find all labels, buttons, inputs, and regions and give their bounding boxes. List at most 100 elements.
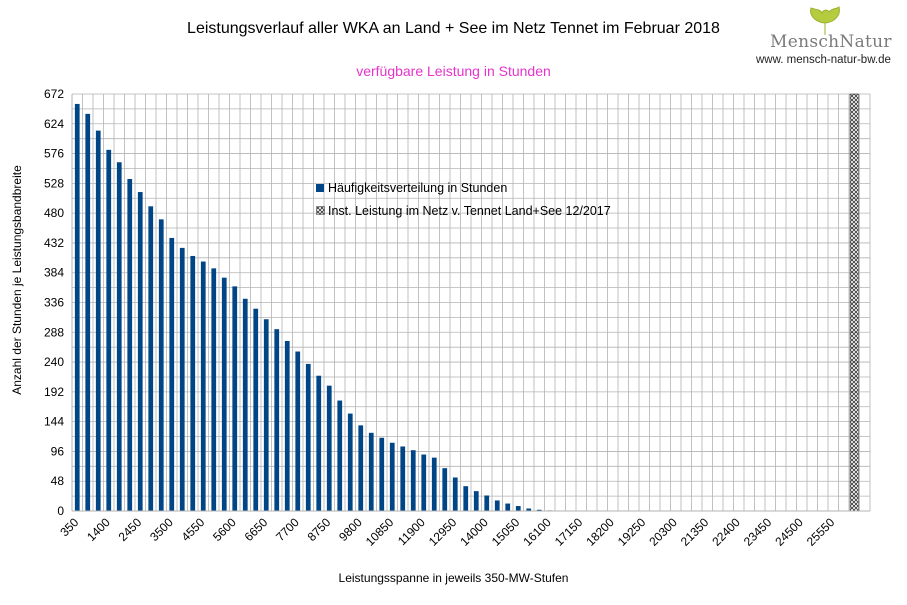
y-tick-label: 432 [44,236,64,250]
bar-frequency [442,468,448,511]
bar-frequency [274,329,280,511]
y-tick-label: 624 [44,117,64,131]
bar-frequency [242,298,248,511]
legend-item-frequency: Häufigkeitsverteilung in Stunden [316,176,611,199]
bar-frequency [127,179,133,511]
x-tick-label: 4550 [179,515,208,544]
bar-frequency [347,413,353,511]
x-tick-label: 14000 [457,515,491,549]
x-axis-label: Leistungsspanne in jeweils 350-MW-Stufen [338,571,569,585]
bar-frequency [421,454,427,511]
x-tick-label: 7700 [273,515,302,544]
x-tick-label: 16100 [520,515,554,549]
y-tick-label: 240 [44,355,64,369]
legend-item-installed: Inst. Leistung im Netz v. Tennet Land+Se… [316,199,611,222]
y-tick-label: 336 [44,296,64,310]
y-tick-label: 576 [44,147,64,161]
bar-frequency [95,130,101,511]
legend-swatch-installed [316,206,325,215]
bar-frequency [211,268,217,511]
x-tick-label: 350 [57,515,81,539]
bar-frequency [253,308,259,511]
bar-frequency [232,286,238,511]
x-tick-label: 21350 [678,515,712,549]
x-tick-label: 19250 [615,515,649,549]
bar-frequency [526,508,532,511]
bar-frequency [484,495,490,511]
x-tick-label: 20300 [646,515,680,549]
ginkgo-leaf-icon [810,6,840,35]
bar-frequency [358,425,364,511]
y-tick-label: 384 [44,266,64,280]
x-tick-label: 11900 [395,515,428,548]
x-tick-label: 25550 [804,515,838,549]
bar-frequency [515,506,521,511]
bar-frequency [316,375,322,511]
bar-frequency [389,442,395,511]
chart-subtitle: verfügbare Leistung in Stunden [356,63,551,79]
bar-frequency [158,219,164,512]
bars [74,93,859,512]
legend-label-frequency: Häufigkeitsverteilung in Stunden [328,180,508,195]
bar-frequency [536,509,542,511]
bar-frequency [263,319,269,511]
y-tick-label: 528 [44,176,64,190]
bar-frequency [431,457,437,511]
bar-frequency [305,363,311,511]
y-tick-label: 96 [51,444,65,458]
x-tick-label: 17150 [552,515,586,549]
x-tick-label: 5600 [210,515,239,544]
bar-frequency [85,113,91,511]
bar-frequency [190,255,196,511]
x-tick-label: 24500 [772,515,806,549]
legend: Häufigkeitsverteilung in Stunden Inst. L… [316,176,611,222]
bar-frequency [116,162,122,512]
y-tick-label: 48 [51,474,65,488]
chart-title: Leistungsverlauf aller WKA an Land + See… [187,20,720,37]
bar-frequency [494,500,500,511]
bar-frequency [379,437,385,511]
y-tick-label: 0 [57,504,64,518]
logo-url: www. mensch-natur-bw.de [756,54,891,66]
logo-name: MenschNatur [770,32,892,52]
x-tick-label: 12950 [426,515,460,549]
bar-frequency [463,486,469,511]
y-tick-label: 672 [44,87,64,101]
bar-installed-capacity [849,93,859,512]
x-tick-label: 18200 [583,515,617,549]
x-tick-label: 22400 [709,515,743,549]
x-tick-label: 8750 [305,515,334,544]
bar-frequency [505,503,511,511]
bar-frequency [326,385,332,511]
x-tick-label: 10850 [363,515,397,549]
x-tick-label: 9800 [336,515,365,544]
bar-frequency [148,206,154,512]
x-tick-label: 15050 [489,515,523,549]
x-tick-label: 23450 [741,515,775,549]
x-tick-label: 1400 [84,515,113,544]
bar-frequency [200,261,206,511]
bar-frequency [179,247,185,511]
bar-frequency [452,477,458,511]
y-tick-label: 288 [44,325,64,339]
logo: MenschNatur www. mensch-natur-bw.de [752,6,902,70]
legend-swatch-frequency [316,183,324,192]
bar-frequency [295,351,301,511]
bar-frequency [368,432,374,511]
y-tick-label: 144 [44,415,64,429]
bar-frequency [337,400,343,511]
bar-frequency [106,149,112,512]
x-tick-label: 3500 [147,515,176,544]
bar-frequency [74,103,80,511]
bar-frequency [400,446,406,511]
y-tick-label: 192 [44,385,64,399]
bar-frequency [473,491,479,511]
x-tick-label: 6650 [242,515,271,544]
bar-frequency [284,340,290,511]
bar-frequency [137,192,143,511]
y-tick-label: 480 [44,206,64,220]
bar-frequency [410,450,416,511]
legend-label-installed: Inst. Leistung im Netz v. Tennet Land+Se… [328,203,611,218]
x-tick-label: 2450 [116,515,145,544]
